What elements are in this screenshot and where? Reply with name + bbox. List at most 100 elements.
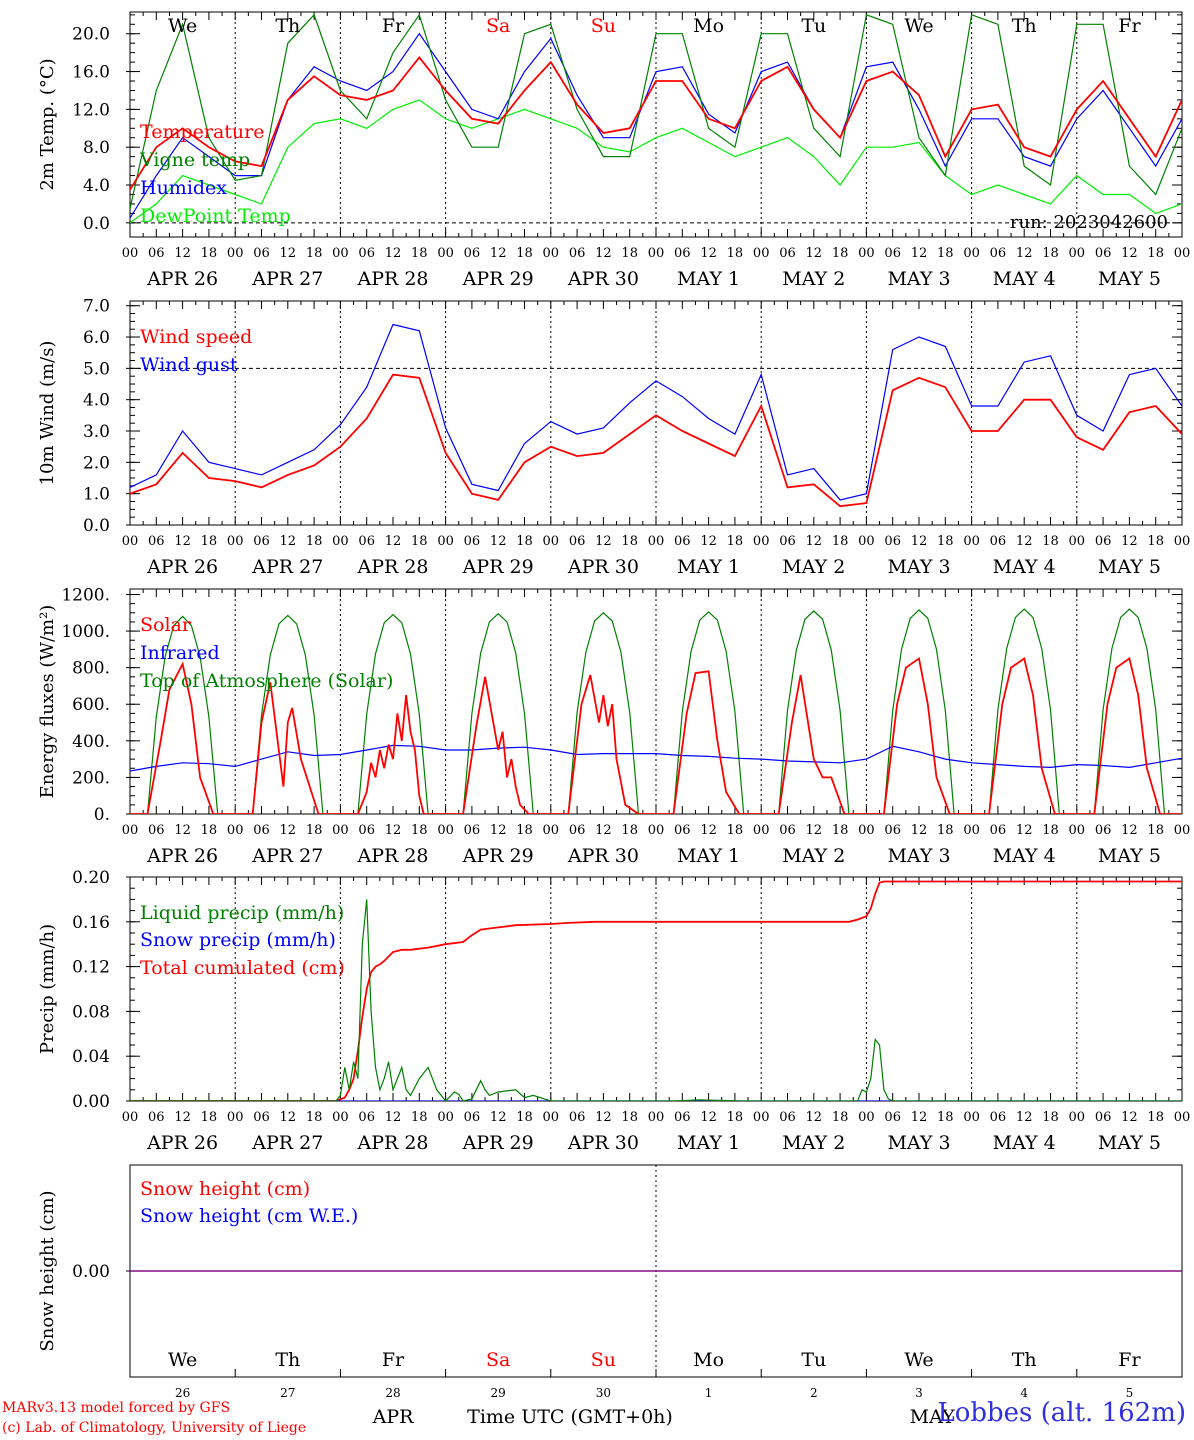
hour-tick-label: 12 bbox=[1016, 246, 1033, 261]
y-tick-label: 20.0 bbox=[72, 25, 110, 45]
hour-tick-label: 18 bbox=[1147, 1110, 1164, 1125]
weekday-label: Fr bbox=[1118, 15, 1141, 37]
hour-tick-label: 06 bbox=[779, 246, 796, 261]
y-axis-label: Snow height (cm) bbox=[37, 1190, 58, 1351]
legend-entry: Wind gust bbox=[140, 354, 238, 376]
y-tick-label: 0.00 bbox=[72, 1262, 110, 1282]
hour-tick-label: 06 bbox=[253, 823, 270, 838]
hour-tick-label: 00 bbox=[963, 1110, 980, 1125]
hour-tick-label: 12 bbox=[1016, 823, 1033, 838]
y-tick-label: 12.0 bbox=[72, 100, 110, 120]
hour-tick-label: 00 bbox=[648, 534, 665, 549]
series-line bbox=[130, 99, 1182, 224]
day-number-label: 29 bbox=[491, 1386, 506, 1400]
day-label: APR 29 bbox=[462, 268, 534, 290]
day-label: MAY 1 bbox=[677, 556, 740, 578]
hour-tick-label: 06 bbox=[148, 534, 165, 549]
y-tick-label: 4.0 bbox=[83, 176, 110, 196]
day-label: APR 26 bbox=[146, 268, 218, 290]
day-label: APR 26 bbox=[146, 845, 218, 867]
y-tick-label: 1.0 bbox=[83, 485, 110, 505]
hour-tick-label: 12 bbox=[700, 534, 717, 549]
day-label: MAY 3 bbox=[887, 268, 950, 290]
day-number-label: 1 bbox=[705, 1386, 713, 1400]
panel-5: 0.00 Snow height (cm) Snow height (cm) Snow… bbox=[37, 1164, 1183, 1378]
y-tick-label: 8.0 bbox=[83, 138, 110, 158]
hour-tick-label: 00 bbox=[1174, 823, 1191, 838]
day-label: APR 27 bbox=[251, 1132, 323, 1154]
hour-tick-label: 00 bbox=[753, 1110, 770, 1125]
hour-tick-label: 06 bbox=[148, 823, 165, 838]
hour-tick-label: 12 bbox=[1016, 534, 1033, 549]
series-line bbox=[130, 880, 1182, 1101]
hour-tick-label: 18 bbox=[516, 534, 533, 549]
hour-tick-label: 06 bbox=[569, 534, 586, 549]
hour-tick-label: 12 bbox=[174, 246, 191, 261]
hour-tick-label: 18 bbox=[727, 823, 744, 838]
hour-tick-label: 06 bbox=[990, 246, 1007, 261]
legend-entry: Total cumulated (cm) bbox=[140, 957, 345, 979]
hour-tick-label: 12 bbox=[806, 1110, 823, 1125]
hour-tick-label: 06 bbox=[464, 534, 481, 549]
hour-tick-label: 18 bbox=[201, 1110, 218, 1125]
weekday-label: We bbox=[168, 1349, 197, 1371]
hour-tick-label: 06 bbox=[990, 823, 1007, 838]
hour-tick-label: 18 bbox=[1042, 823, 1059, 838]
hour-tick-label: 06 bbox=[1095, 823, 1112, 838]
day-number-label: 27 bbox=[280, 1386, 295, 1400]
hour-tick-label: 06 bbox=[779, 534, 796, 549]
hour-tick-label: 00 bbox=[1069, 534, 1086, 549]
y-tick-label: 0.04 bbox=[72, 1047, 110, 1067]
hour-tick-label: 00 bbox=[332, 246, 349, 261]
y-tick-label: 1000. bbox=[61, 622, 110, 642]
y-tick-label: 0.00 bbox=[72, 1092, 110, 1112]
day-number-label: 28 bbox=[385, 1386, 400, 1400]
hour-tick-label: 18 bbox=[621, 246, 638, 261]
hour-tick-label: 00 bbox=[963, 246, 980, 261]
hour-tick-label: 00 bbox=[648, 823, 665, 838]
hour-tick-label: 06 bbox=[779, 823, 796, 838]
hour-tick-label: 12 bbox=[911, 246, 928, 261]
legend-entry: Vigne temp bbox=[139, 149, 250, 171]
hour-tick-label: 18 bbox=[306, 823, 323, 838]
hour-tick-label: 12 bbox=[806, 534, 823, 549]
hour-tick-label: 18 bbox=[1147, 823, 1164, 838]
hour-tick-label: 00 bbox=[648, 246, 665, 261]
day-label: MAY 2 bbox=[782, 268, 845, 290]
hour-tick-label: 00 bbox=[122, 246, 139, 261]
hour-tick-label: 12 bbox=[490, 823, 507, 838]
day-number-label: 3 bbox=[915, 1386, 923, 1400]
hour-tick-label: 18 bbox=[516, 246, 533, 261]
day-label: MAY 1 bbox=[677, 845, 740, 867]
hour-tick-label: 18 bbox=[306, 1110, 323, 1125]
y-tick-label: 16.0 bbox=[72, 63, 110, 83]
weekday-label: Mo bbox=[693, 1349, 724, 1371]
hour-tick-label: 00 bbox=[122, 1110, 139, 1125]
hour-tick-label: 12 bbox=[280, 823, 297, 838]
lab-credit: (c) Lab. of Climatology, University of L… bbox=[2, 1420, 307, 1436]
hour-tick-label: 00 bbox=[543, 246, 560, 261]
hour-tick-label: 00 bbox=[858, 823, 875, 838]
hour-tick-label: 12 bbox=[700, 1110, 717, 1125]
legend-entry: Humidex bbox=[140, 177, 227, 199]
hour-tick-label: 18 bbox=[516, 823, 533, 838]
hour-tick-label: 06 bbox=[358, 246, 375, 261]
day-label: APR 26 bbox=[146, 1132, 218, 1154]
day-label: MAY 2 bbox=[782, 1132, 845, 1154]
hour-tick-label: 12 bbox=[490, 1110, 507, 1125]
hour-tick-label: 18 bbox=[832, 246, 849, 261]
weekday-label: Sa bbox=[486, 15, 510, 37]
legend-entry: Snow height (cm) bbox=[140, 1178, 310, 1200]
y-axis-label: 2m Temp. (°C) bbox=[37, 58, 58, 190]
y-tick-label: 0.16 bbox=[72, 913, 110, 933]
day-label: APR 30 bbox=[567, 845, 639, 867]
hour-tick-label: 06 bbox=[148, 246, 165, 261]
hour-tick-label: 12 bbox=[911, 823, 928, 838]
y-axis-label: Energy fluxes (W/m²) bbox=[37, 605, 58, 799]
run-label: run: 2023042600 bbox=[1010, 212, 1168, 233]
hour-tick-label: 06 bbox=[464, 1110, 481, 1125]
day-label: MAY 5 bbox=[1098, 268, 1161, 290]
hour-tick-label: 12 bbox=[280, 246, 297, 261]
legend-entry: Top of Atmosphere (Solar) bbox=[140, 670, 393, 692]
series-line bbox=[130, 373, 1182, 508]
